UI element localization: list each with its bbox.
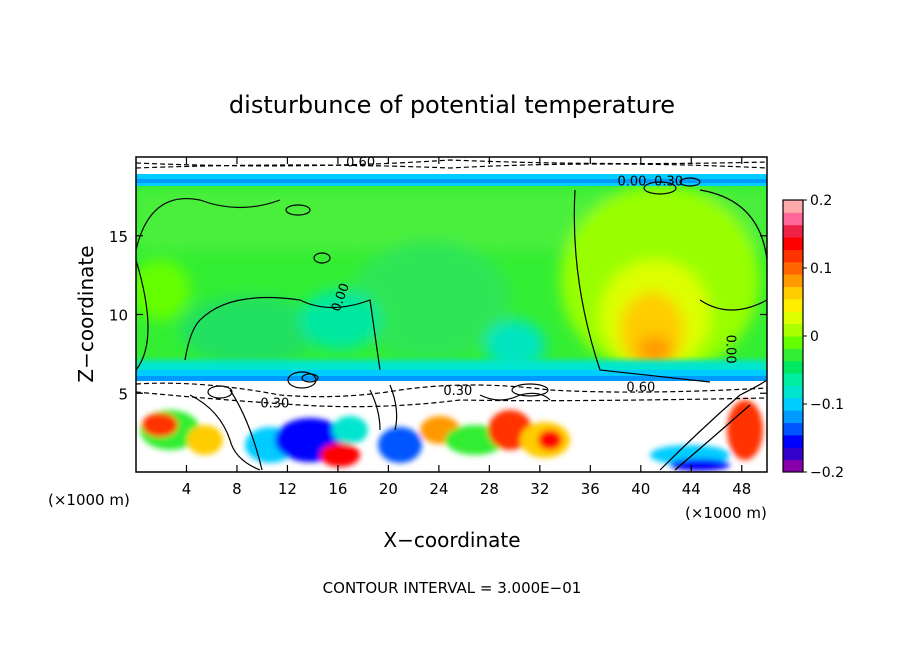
y-tick-label: 5 xyxy=(118,385,128,403)
colorbar-segment xyxy=(783,360,803,374)
x-axis: 4 8 12 16 20 24 28 32 36 40 44 48 xyxy=(182,157,751,498)
colorbar-segment xyxy=(783,410,803,424)
y-tick-label: 15 xyxy=(109,228,128,246)
colorbar-segment xyxy=(783,261,803,275)
x-tick-label: 4 xyxy=(182,480,192,498)
x-tick-label: 20 xyxy=(379,480,398,498)
colorbar-segment xyxy=(783,447,803,461)
colorbar-segment xyxy=(783,323,803,337)
x-tick-label: 24 xyxy=(429,480,448,498)
y-axis-label: Z−coordinate xyxy=(74,245,98,382)
x-tick-label: 40 xyxy=(631,480,650,498)
colorbar-segment xyxy=(783,336,803,349)
plot-area xyxy=(136,157,767,472)
colorbar-segment xyxy=(783,274,803,288)
contour-lines xyxy=(136,159,767,471)
colorbar-segment xyxy=(783,298,803,312)
x-tick-label: 8 xyxy=(232,480,242,498)
x-tick-label: 28 xyxy=(480,480,499,498)
contour-label: 0.30 xyxy=(443,384,472,399)
colorbar-tick-label: −0.1 xyxy=(810,397,844,413)
x-unit-left: (×1000 m) xyxy=(48,491,130,509)
contour-labels: 0.000.600.00 0.300.000.30 0.600.30 xyxy=(260,155,737,411)
contour-label: 0.30 xyxy=(654,174,683,189)
x-tick-label: 36 xyxy=(581,480,600,498)
colorbar-segment xyxy=(783,311,803,325)
colorbar-segment xyxy=(783,200,803,213)
colorbar-tick-label: 0 xyxy=(810,329,819,345)
colorbar-segment xyxy=(783,459,803,473)
contour-label: 0.00 xyxy=(617,174,646,189)
contour-label: 0.30 xyxy=(260,396,289,411)
x-tick-label: 44 xyxy=(682,480,701,498)
x-unit-right: (×1000 m) xyxy=(685,504,767,522)
x-axis-label: X−coordinate xyxy=(383,528,520,552)
y-tick-label: 10 xyxy=(109,307,128,325)
colorbar-segment xyxy=(783,249,803,263)
colorbar-segment xyxy=(783,385,803,399)
chart-title: disturbunce of potential temperature xyxy=(229,91,675,119)
colorbar-segment xyxy=(783,422,803,436)
contour-label: 0.60 xyxy=(626,381,655,396)
colorbar-segment xyxy=(783,237,803,250)
colorbar-tick-label: −0.2 xyxy=(810,465,844,481)
contour-label: 0.60 xyxy=(346,155,375,170)
colorbar-segment xyxy=(783,434,803,448)
colorbar-segment xyxy=(783,224,803,238)
y-axis: 5 10 15 xyxy=(109,228,767,403)
colorbar-segment xyxy=(783,373,803,386)
x-tick-label: 32 xyxy=(530,480,549,498)
contour-interval-note: CONTOUR INTERVAL = 3.000E−01 xyxy=(323,579,582,597)
colorbar-segment xyxy=(783,397,803,411)
colorbar-tick-label: 0.1 xyxy=(810,261,832,277)
colorbar-segment xyxy=(783,212,803,226)
colorbar-tick-label: 0.2 xyxy=(810,193,832,209)
x-tick-label: 12 xyxy=(278,480,297,498)
x-tick-label: 48 xyxy=(732,480,751,498)
contour-label: 0.00 xyxy=(723,335,738,364)
colorbar: 0.2 0.1 0 −0.1 −0.2 xyxy=(782,193,844,481)
colorbar-segment xyxy=(783,286,803,300)
x-tick-label: 16 xyxy=(328,480,347,498)
colorbar-segment xyxy=(783,348,803,362)
